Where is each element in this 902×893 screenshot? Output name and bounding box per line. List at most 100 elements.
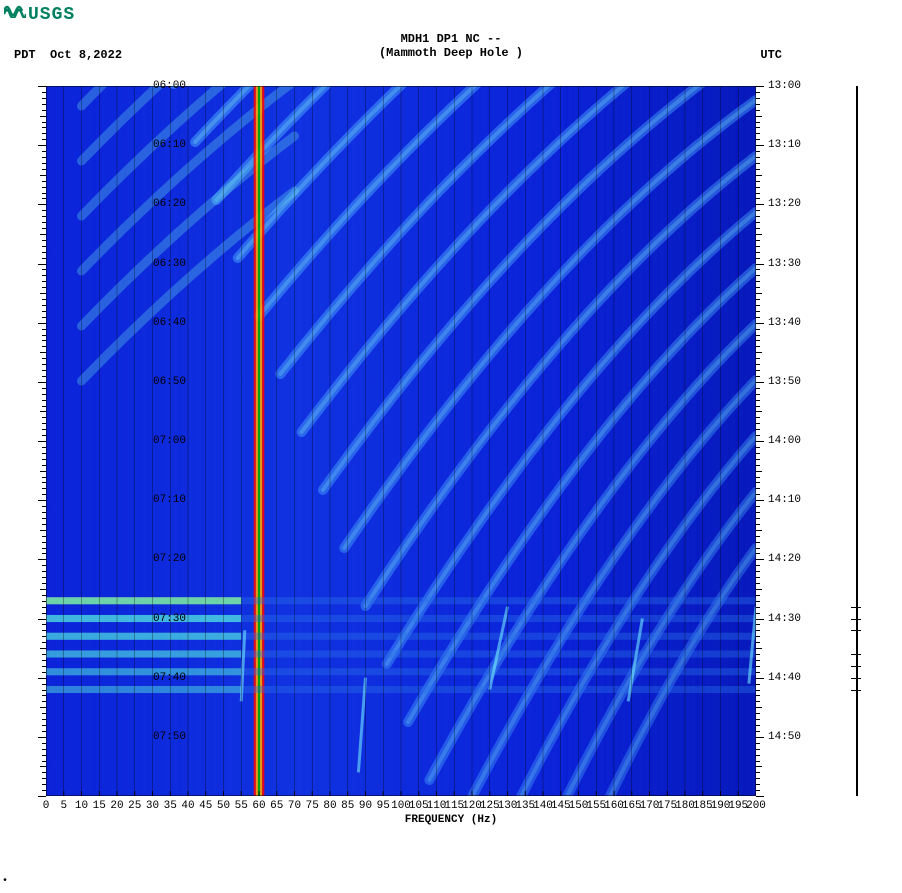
- y-left-label: 07:30: [153, 613, 186, 625]
- y-tick-right: [756, 264, 764, 265]
- y-tick-right: [756, 660, 760, 661]
- amplitude-tick: [851, 666, 861, 667]
- y-tick-right: [756, 666, 760, 667]
- y-tick-right: [756, 589, 762, 590]
- y-tick-left: [42, 406, 46, 407]
- y-tick-right: [756, 772, 760, 773]
- y-tick-left: [42, 193, 46, 194]
- y-tick-left: [42, 151, 46, 152]
- y-tick-right: [756, 258, 760, 259]
- y-tick-right: [756, 766, 762, 767]
- y-tick-right: [756, 559, 764, 560]
- y-tick-right: [756, 133, 760, 134]
- x-tick-label: 200: [746, 800, 766, 812]
- y-tick-left: [40, 589, 46, 590]
- y-tick-left: [42, 701, 46, 702]
- y-left-label: 07:50: [153, 731, 186, 743]
- title-line1: MDH1 DP1 NC --: [401, 32, 502, 46]
- y-tick-left: [42, 660, 46, 661]
- y-tick-left: [40, 707, 46, 708]
- left-timezone-label: PDT: [14, 48, 36, 62]
- y-tick-right: [756, 370, 760, 371]
- y-tick-right: [756, 607, 760, 608]
- y-tick-right: [756, 329, 760, 330]
- x-tick-label: 35: [164, 800, 177, 812]
- x-tick-label: 50: [217, 800, 230, 812]
- y-tick-right: [756, 713, 760, 714]
- x-tick-label: 60: [252, 800, 265, 812]
- y-tick-right: [756, 488, 760, 489]
- y-tick-right: [756, 181, 760, 182]
- y-tick-left: [42, 210, 46, 211]
- y-tick-left: [42, 370, 46, 371]
- y-tick-right: [756, 193, 760, 194]
- y-tick-right: [756, 222, 760, 223]
- y-tick-left: [42, 275, 46, 276]
- y-tick-left: [42, 157, 46, 158]
- y-left-label: 07:10: [153, 494, 186, 506]
- y-tick-right: [756, 287, 760, 288]
- y-tick-right: [756, 690, 760, 691]
- y-tick-right: [756, 122, 760, 123]
- y-left-label: 06:40: [153, 317, 186, 329]
- y-tick-right: [756, 281, 760, 282]
- y-tick-right: [756, 630, 760, 631]
- y-tick-left: [38, 737, 46, 738]
- header-right: UTC: [760, 48, 782, 62]
- y-tick-left: [42, 790, 46, 791]
- y-tick-left: [42, 524, 46, 525]
- amplitude-tick: [851, 619, 861, 620]
- y-tick-right: [756, 157, 760, 158]
- y-tick-left: [42, 577, 46, 578]
- y-tick-right: [756, 684, 760, 685]
- x-tick-label: 25: [128, 800, 141, 812]
- y-tick-right: [756, 98, 760, 99]
- y-tick-left: [42, 719, 46, 720]
- y-tick-left: [42, 518, 46, 519]
- y-tick-left: [42, 642, 46, 643]
- y-tick-left: [42, 731, 46, 732]
- y-tick-right: [756, 116, 762, 117]
- y-tick-left: [42, 778, 46, 779]
- y-tick-right: [756, 323, 764, 324]
- amplitude-sidebar: [856, 86, 858, 796]
- y-left-label: 06:00: [153, 80, 186, 92]
- y-tick-right: [756, 429, 760, 430]
- y-tick-left: [42, 394, 46, 395]
- y-tick-right: [756, 695, 760, 696]
- y-tick-left: [42, 139, 46, 140]
- y-tick-left: [42, 583, 46, 584]
- y-tick-left: [42, 104, 46, 105]
- y-tick-left: [42, 542, 46, 543]
- y-tick-left: [38, 323, 46, 324]
- y-tick-right: [756, 784, 760, 785]
- y-tick-left: [42, 654, 46, 655]
- y-tick-left: [42, 269, 46, 270]
- y-tick-right: [756, 198, 760, 199]
- y-tick-right: [756, 601, 760, 602]
- y-tick-left: [42, 571, 46, 572]
- y-tick-right: [756, 518, 760, 519]
- y-tick-right: [756, 216, 760, 217]
- y-tick-right: [756, 228, 760, 229]
- y-tick-right: [756, 477, 760, 478]
- y-tick-right: [756, 400, 760, 401]
- y-tick-left: [42, 512, 46, 513]
- x-tick-label: 40: [181, 800, 194, 812]
- y-tick-right: [756, 790, 760, 791]
- y-tick-left: [38, 559, 46, 560]
- y-tick-left: [42, 713, 46, 714]
- x-tick-label: 85: [341, 800, 354, 812]
- y-tick-left: [42, 346, 46, 347]
- y-tick-left: [42, 755, 46, 756]
- y-left-label: 06:50: [153, 376, 186, 388]
- y-tick-right: [756, 624, 760, 625]
- y-tick-left: [42, 684, 46, 685]
- usgs-logo-text: USGS: [28, 5, 75, 25]
- y-tick-left: [42, 548, 46, 549]
- y-tick-left: [42, 494, 46, 495]
- y-tick-right: [756, 719, 760, 720]
- y-tick-left: [42, 122, 46, 123]
- y-tick-left: [42, 388, 46, 389]
- y-tick-left: [42, 335, 46, 336]
